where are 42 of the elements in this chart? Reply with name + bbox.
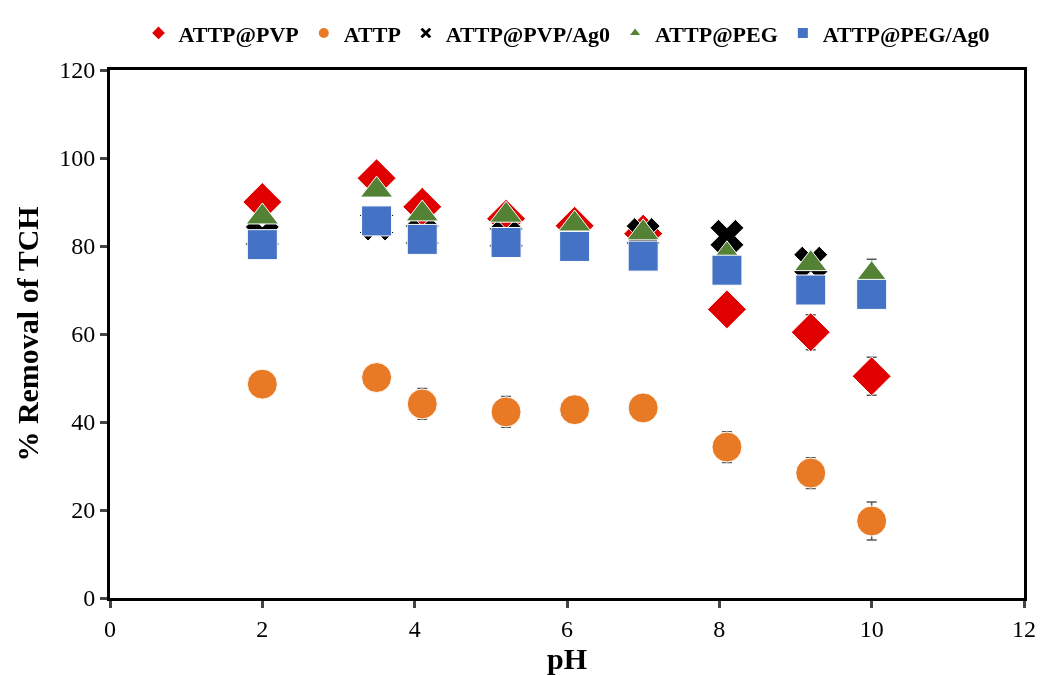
point [559, 230, 591, 262]
legend-label: ATTP@PVP [178, 21, 299, 47]
point [490, 226, 522, 258]
point [627, 392, 659, 424]
legend-label: ATTP@PEG [655, 21, 778, 47]
x-tick-label: 0 [104, 615, 116, 642]
point [711, 254, 743, 286]
point [706, 289, 747, 330]
x-axis-title: pH [546, 641, 588, 675]
y-tick-label: 20 [71, 497, 96, 524]
point [856, 505, 888, 537]
y-tick-label: 100 [59, 145, 96, 172]
point [856, 278, 888, 310]
point [490, 396, 522, 428]
point [711, 431, 743, 463]
point [790, 312, 831, 353]
point [361, 362, 393, 394]
point [559, 394, 591, 426]
x-tick-label: 6 [561, 615, 573, 642]
point [709, 218, 745, 254]
point [246, 229, 278, 261]
point [851, 356, 892, 397]
point [627, 240, 659, 272]
point [246, 368, 278, 400]
y-tick-label: 60 [71, 321, 96, 348]
x-tick-label: 10 [859, 615, 884, 642]
y-tick-label: 80 [71, 233, 96, 260]
legend-label: ATTP@PVP/Ag0 [445, 21, 611, 47]
x-tick-label: 4 [408, 615, 421, 642]
x-tick-label: 12 [1012, 615, 1036, 642]
point [795, 457, 827, 489]
legend-label: ATTP [343, 21, 401, 47]
x-tick-label: 8 [713, 615, 726, 642]
y-tick-label: 120 [59, 57, 96, 84]
y-tick-label: 0 [83, 585, 96, 612]
y-tick-label: 40 [71, 409, 96, 436]
legend-label: ATTP@PEG/Ag0 [822, 21, 990, 47]
point [406, 223, 438, 255]
y-axis-title: % Removal of TCH [11, 206, 45, 462]
x-tick-label: 2 [256, 615, 269, 642]
point [795, 274, 827, 306]
point [406, 388, 438, 420]
